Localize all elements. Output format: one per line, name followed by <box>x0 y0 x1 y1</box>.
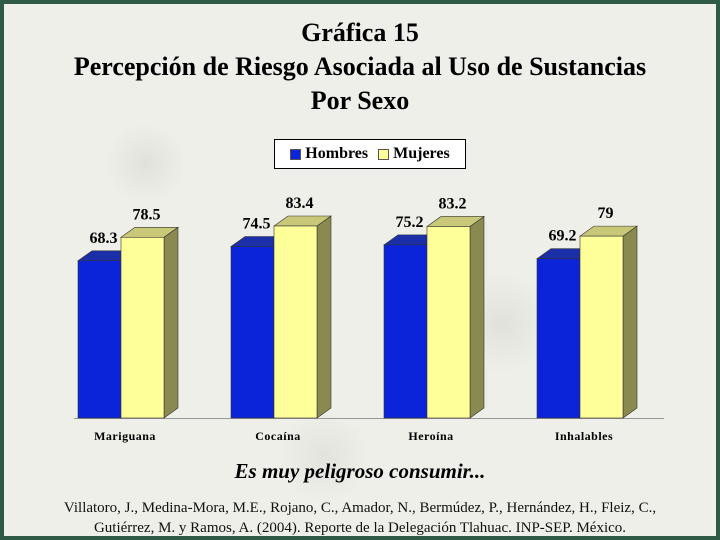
bar-side-mujeres-1 <box>316 215 332 419</box>
bar-hombres-1 <box>230 246 275 419</box>
chart-legend: Hombres Mujeres <box>274 139 466 169</box>
data-label-mujeres-0: 78.5 <box>133 206 161 223</box>
bar-mujeres-1 <box>273 225 318 419</box>
citation: Villatoro, J., Medina-Mora, M.E., Rojano… <box>63 500 657 536</box>
data-label-hombres-0: 68.3 <box>90 230 118 247</box>
data-label-hombres-3: 69.2 <box>549 228 577 245</box>
bar-hombres-0 <box>77 260 122 419</box>
legend-swatch-hombres <box>290 148 302 160</box>
data-label-mujeres-2: 83.2 <box>439 195 467 212</box>
category-label-1: Cocaína <box>255 429 301 443</box>
bar-side-mujeres-0 <box>163 226 179 419</box>
slide: Gráfica 15 Percepción de Riesgo Asociada… <box>4 4 716 536</box>
legend-item-mujeres: Mujeres <box>378 145 450 163</box>
bar-mujeres-0 <box>120 236 165 419</box>
category-label-0: Mariguana <box>94 429 156 443</box>
bar-side-mujeres-3 <box>622 225 638 419</box>
chart-title-line-1: Gráfica 15 <box>301 18 419 47</box>
bar-hombres-3 <box>536 258 581 419</box>
bar-side-mujeres-2 <box>469 215 485 419</box>
category-label-3: Inhalables <box>555 429 613 443</box>
bar-mujeres-3 <box>579 235 624 419</box>
legend-label-hombres: Hombres <box>305 145 369 162</box>
category-label-2: Heroína <box>408 429 453 443</box>
legend-swatch-mujeres <box>378 148 390 160</box>
chart-title-line-3: Por Sexo <box>310 86 410 115</box>
legend-label-mujeres: Mujeres <box>393 145 450 162</box>
bar-hombres-2 <box>383 244 428 419</box>
bar-chart: 68.3 78.5 Mariguana 74.5 83.4 Cocaína 75.2 83.2… <box>74 195 664 443</box>
data-label-hombres-2: 75.2 <box>396 214 424 231</box>
data-label-mujeres-3: 79 <box>598 205 614 222</box>
legend-item-hombres: Hombres <box>290 145 368 163</box>
chart-title-line-2: Percepción de Riesgo Asociada al Uso de … <box>73 52 647 81</box>
chart-subtitle: Es muy peligroso consumir... <box>234 459 486 483</box>
data-label-mujeres-1: 83.4 <box>286 195 314 212</box>
data-label-hombres-1: 74.5 <box>243 215 271 232</box>
bar-mujeres-2 <box>426 226 471 419</box>
